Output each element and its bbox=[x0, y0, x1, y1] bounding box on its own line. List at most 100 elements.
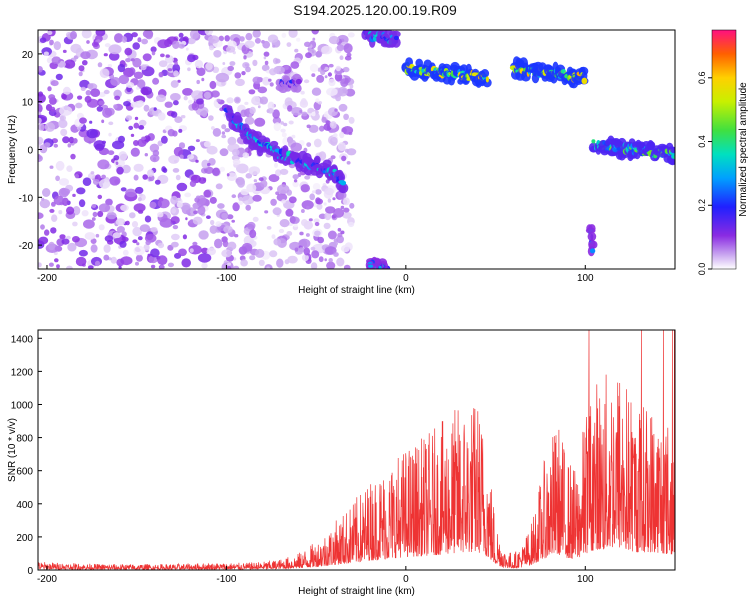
noise-blob bbox=[138, 119, 147, 127]
noise-blob bbox=[240, 109, 247, 118]
track-core bbox=[368, 264, 374, 268]
noise-blob bbox=[162, 167, 168, 173]
noise-blob bbox=[125, 58, 131, 63]
noise-blob bbox=[72, 221, 78, 227]
noise-blob bbox=[143, 244, 150, 251]
noise-blob bbox=[78, 199, 86, 208]
spectrogram-blobs bbox=[38, 30, 675, 269]
noise-blob bbox=[181, 258, 191, 268]
noise-blob bbox=[165, 54, 170, 58]
noise-blob bbox=[281, 32, 287, 38]
noise-blob bbox=[110, 256, 118, 264]
noise-blob bbox=[89, 120, 93, 124]
noise-blob bbox=[245, 32, 253, 41]
noise-blob bbox=[99, 178, 111, 189]
noise-blob bbox=[38, 136, 44, 145]
noise-blob bbox=[132, 239, 138, 244]
noise-blob bbox=[326, 261, 336, 269]
noise-blob bbox=[157, 112, 166, 121]
noise-blob bbox=[309, 193, 316, 201]
noise-blob bbox=[180, 115, 186, 119]
noise-blob bbox=[291, 107, 303, 116]
noise-blob bbox=[260, 180, 268, 188]
noise-blob bbox=[196, 67, 206, 76]
noise-blob bbox=[133, 163, 144, 172]
noise-blob bbox=[172, 225, 179, 230]
noise-blob bbox=[87, 83, 94, 89]
noise-blob bbox=[232, 202, 240, 212]
noise-blob bbox=[38, 123, 45, 131]
track-core bbox=[485, 76, 489, 83]
noise-blob bbox=[335, 94, 341, 102]
noise-blob bbox=[118, 151, 128, 161]
noise-blob bbox=[288, 30, 298, 38]
noise-blob bbox=[219, 148, 229, 157]
noise-blob bbox=[53, 41, 61, 51]
noise-blob bbox=[315, 51, 323, 58]
noise-blob bbox=[286, 42, 292, 47]
noise-blob bbox=[289, 241, 301, 251]
noise-blob bbox=[170, 195, 178, 205]
noise-blob bbox=[273, 122, 281, 132]
noise-blob bbox=[221, 249, 232, 258]
noise-blob bbox=[150, 264, 156, 269]
noise-blob bbox=[288, 120, 294, 125]
noise-blob bbox=[68, 136, 75, 144]
x-tick-label: 100 bbox=[577, 273, 594, 284]
noise-blob bbox=[225, 46, 236, 53]
noise-blob bbox=[172, 63, 181, 74]
noise-blob bbox=[136, 100, 145, 107]
noise-blob bbox=[285, 208, 294, 217]
noise-blob bbox=[92, 179, 100, 185]
noise-blob bbox=[311, 30, 319, 35]
noise-blob bbox=[61, 93, 67, 100]
noise-blob bbox=[254, 37, 261, 44]
noise-blob bbox=[186, 37, 196, 45]
noise-blob bbox=[310, 246, 316, 251]
noise-blob bbox=[328, 107, 338, 117]
noise-blob bbox=[324, 211, 332, 221]
noise-blob bbox=[234, 72, 242, 79]
noise-blob bbox=[101, 119, 105, 124]
noise-blob bbox=[276, 193, 288, 202]
noise-blob bbox=[172, 40, 180, 49]
noise-blob bbox=[43, 142, 51, 148]
noise-blob bbox=[98, 224, 105, 231]
noise-blob bbox=[157, 198, 170, 209]
noise-blob bbox=[59, 234, 66, 240]
noise-blob bbox=[144, 153, 148, 157]
y-tick-label: 600 bbox=[16, 467, 33, 478]
noise-blob bbox=[343, 43, 353, 54]
noise-blob bbox=[326, 87, 338, 97]
noise-blob bbox=[157, 39, 170, 49]
noise-blob bbox=[275, 58, 281, 64]
noise-blob bbox=[144, 215, 152, 223]
noise-blob bbox=[217, 203, 225, 209]
noise-blob bbox=[332, 197, 336, 201]
noise-blob bbox=[337, 232, 343, 238]
noise-blob bbox=[313, 138, 322, 148]
noise-blob bbox=[72, 206, 81, 216]
track-halo bbox=[482, 78, 492, 88]
noise-blob bbox=[201, 77, 205, 82]
noise-blob bbox=[173, 100, 179, 106]
track-halo bbox=[480, 69, 490, 78]
noise-blob bbox=[143, 104, 150, 112]
noise-blob bbox=[334, 108, 338, 112]
noise-blob bbox=[292, 180, 299, 188]
noise-blob bbox=[262, 40, 271, 49]
noise-blob bbox=[187, 54, 196, 63]
noise-blob bbox=[343, 264, 351, 269]
noise-blob bbox=[290, 142, 303, 152]
noise-blob bbox=[296, 37, 301, 42]
noise-blob bbox=[160, 53, 165, 58]
noise-blob bbox=[131, 32, 138, 38]
noise-blob bbox=[178, 128, 183, 133]
noise-blob bbox=[207, 162, 211, 167]
noise-blob bbox=[330, 155, 336, 160]
noise-blob bbox=[91, 204, 97, 208]
noise-blob bbox=[214, 238, 223, 249]
noise-blob bbox=[201, 110, 208, 118]
noise-blob bbox=[48, 241, 56, 251]
